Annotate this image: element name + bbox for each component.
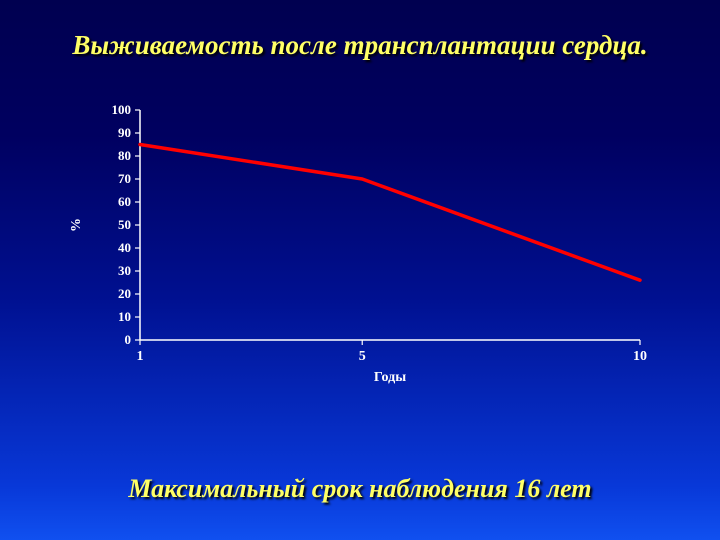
y-tick-label: 90 [101,125,131,141]
y-tick-label: 40 [101,240,131,256]
y-tick-label: 20 [101,286,131,302]
y-tick-label: 70 [101,171,131,187]
x-tick-label: 5 [347,349,377,365]
y-tick-label: 0 [101,332,131,348]
slide: Выживаемость после трансплантации сердца… [0,0,720,540]
x-tick-label: 1 [125,349,155,365]
y-tick-label: 60 [101,194,131,210]
y-tick-label: 30 [101,263,131,279]
y-tick-label: 50 [101,217,131,233]
y-tick-label: 80 [101,148,131,164]
y-axis-label-text: % [69,218,85,232]
x-tick-label: 10 [625,349,655,365]
slide-footer: Максимальный срок наблюдения 16 лет [0,474,720,504]
survival-chart: % Годы 0 10 20 30 40 50 60 70 80 90 100 1 5 10 [60,100,660,420]
survival-line [140,145,640,281]
y-tick-label: 100 [101,102,131,118]
y-tick-label: 10 [101,309,131,325]
slide-title: Выживаемость после трансплантации сердца… [0,30,720,61]
x-axis-label-text: Годы [140,370,640,386]
